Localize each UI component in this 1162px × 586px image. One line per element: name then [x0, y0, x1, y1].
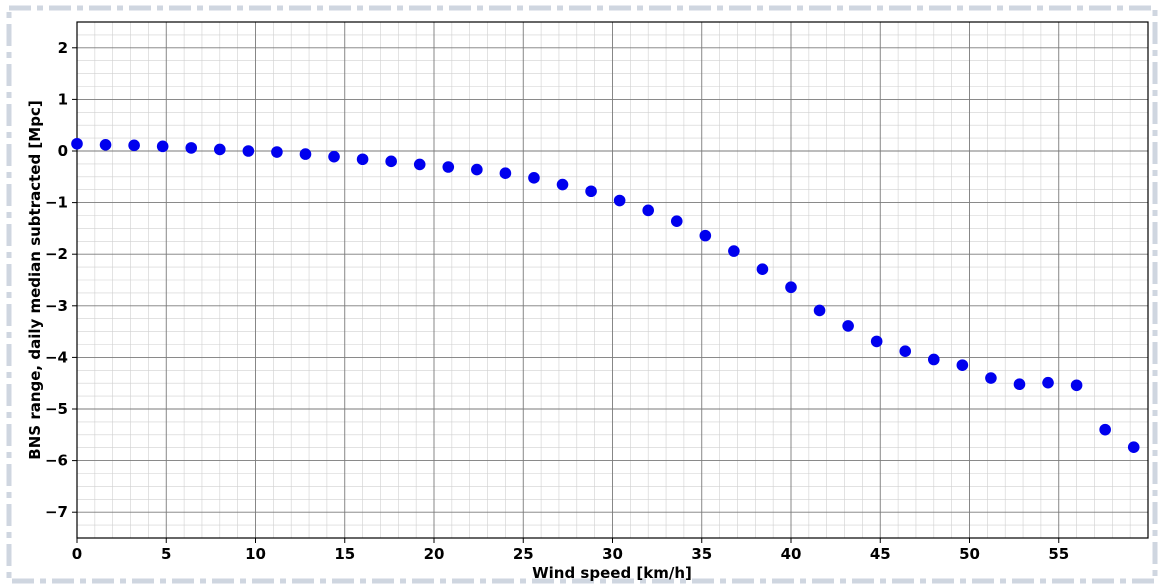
y-tick-label: −2	[45, 245, 68, 263]
data-point	[556, 178, 569, 191]
x-tick-label: 35	[691, 545, 712, 563]
x-tick-label: 25	[513, 545, 534, 563]
y-tick-label: −1	[45, 194, 68, 212]
x-tick-label: 40	[781, 545, 802, 563]
x-axis-label: Wind speed [km/h]	[532, 564, 692, 582]
data-point	[499, 167, 512, 179]
x-tick-label: 55	[1048, 545, 1069, 563]
data-point	[756, 263, 769, 275]
data-point	[71, 137, 83, 150]
x-axis-ticks: 0 5 10 15 20 25 30 35 40 45 50 55	[72, 538, 1069, 563]
x-tick-label: 50	[959, 545, 980, 563]
data-point	[356, 153, 369, 166]
y-tick-label: 2	[58, 39, 68, 57]
y-tick-label: −7	[45, 503, 68, 521]
data-point	[299, 148, 312, 160]
data-point	[99, 139, 112, 151]
data-point	[613, 194, 626, 207]
data-point	[928, 353, 940, 366]
data-point	[271, 146, 283, 158]
data-point	[785, 281, 797, 294]
y-axis-ticks: 2 1 0 −1 −2 −3 −4 −5 −6 −7	[45, 39, 77, 521]
data-point	[528, 172, 540, 184]
data-point	[728, 245, 740, 257]
x-tick-label: 30	[602, 545, 623, 563]
data-point	[1042, 376, 1054, 389]
data-point	[670, 215, 683, 227]
y-tick-label: 0	[58, 142, 68, 160]
data-point	[585, 185, 597, 198]
data-point	[985, 372, 997, 384]
x-tick-label: 5	[161, 545, 171, 563]
data-point	[385, 155, 397, 168]
data-point	[128, 139, 140, 152]
data-point	[842, 320, 854, 332]
y-tick-label: −6	[45, 452, 68, 470]
data-point	[870, 335, 883, 348]
data-point	[413, 158, 426, 171]
data-point	[956, 359, 969, 371]
data-point	[699, 229, 712, 242]
data-point	[242, 145, 255, 157]
data-points	[71, 137, 1140, 453]
y-axis-label: BNS range, daily median subtracted [Mpc]	[26, 100, 44, 459]
data-point	[1127, 441, 1140, 453]
x-tick-label: 15	[334, 545, 355, 563]
data-point	[813, 304, 826, 317]
data-point	[471, 163, 483, 176]
x-tick-label: 45	[870, 545, 891, 563]
major-grid	[76, 22, 1148, 538]
x-tick-label: 0	[72, 545, 82, 563]
data-point	[442, 161, 455, 173]
data-point	[156, 140, 169, 153]
data-point	[328, 150, 340, 163]
x-tick-label: 10	[245, 545, 266, 563]
data-point	[214, 143, 226, 156]
data-point	[1013, 378, 1026, 391]
data-point	[185, 142, 198, 154]
y-tick-label: −4	[45, 348, 68, 366]
y-tick-label: −5	[45, 400, 68, 418]
data-point	[1070, 379, 1083, 392]
data-point	[899, 345, 912, 358]
data-point	[642, 204, 654, 217]
y-tick-label: 1	[58, 90, 68, 108]
y-tick-label: −3	[45, 297, 68, 315]
data-point	[1099, 423, 1111, 436]
x-tick-label: 20	[424, 545, 445, 563]
